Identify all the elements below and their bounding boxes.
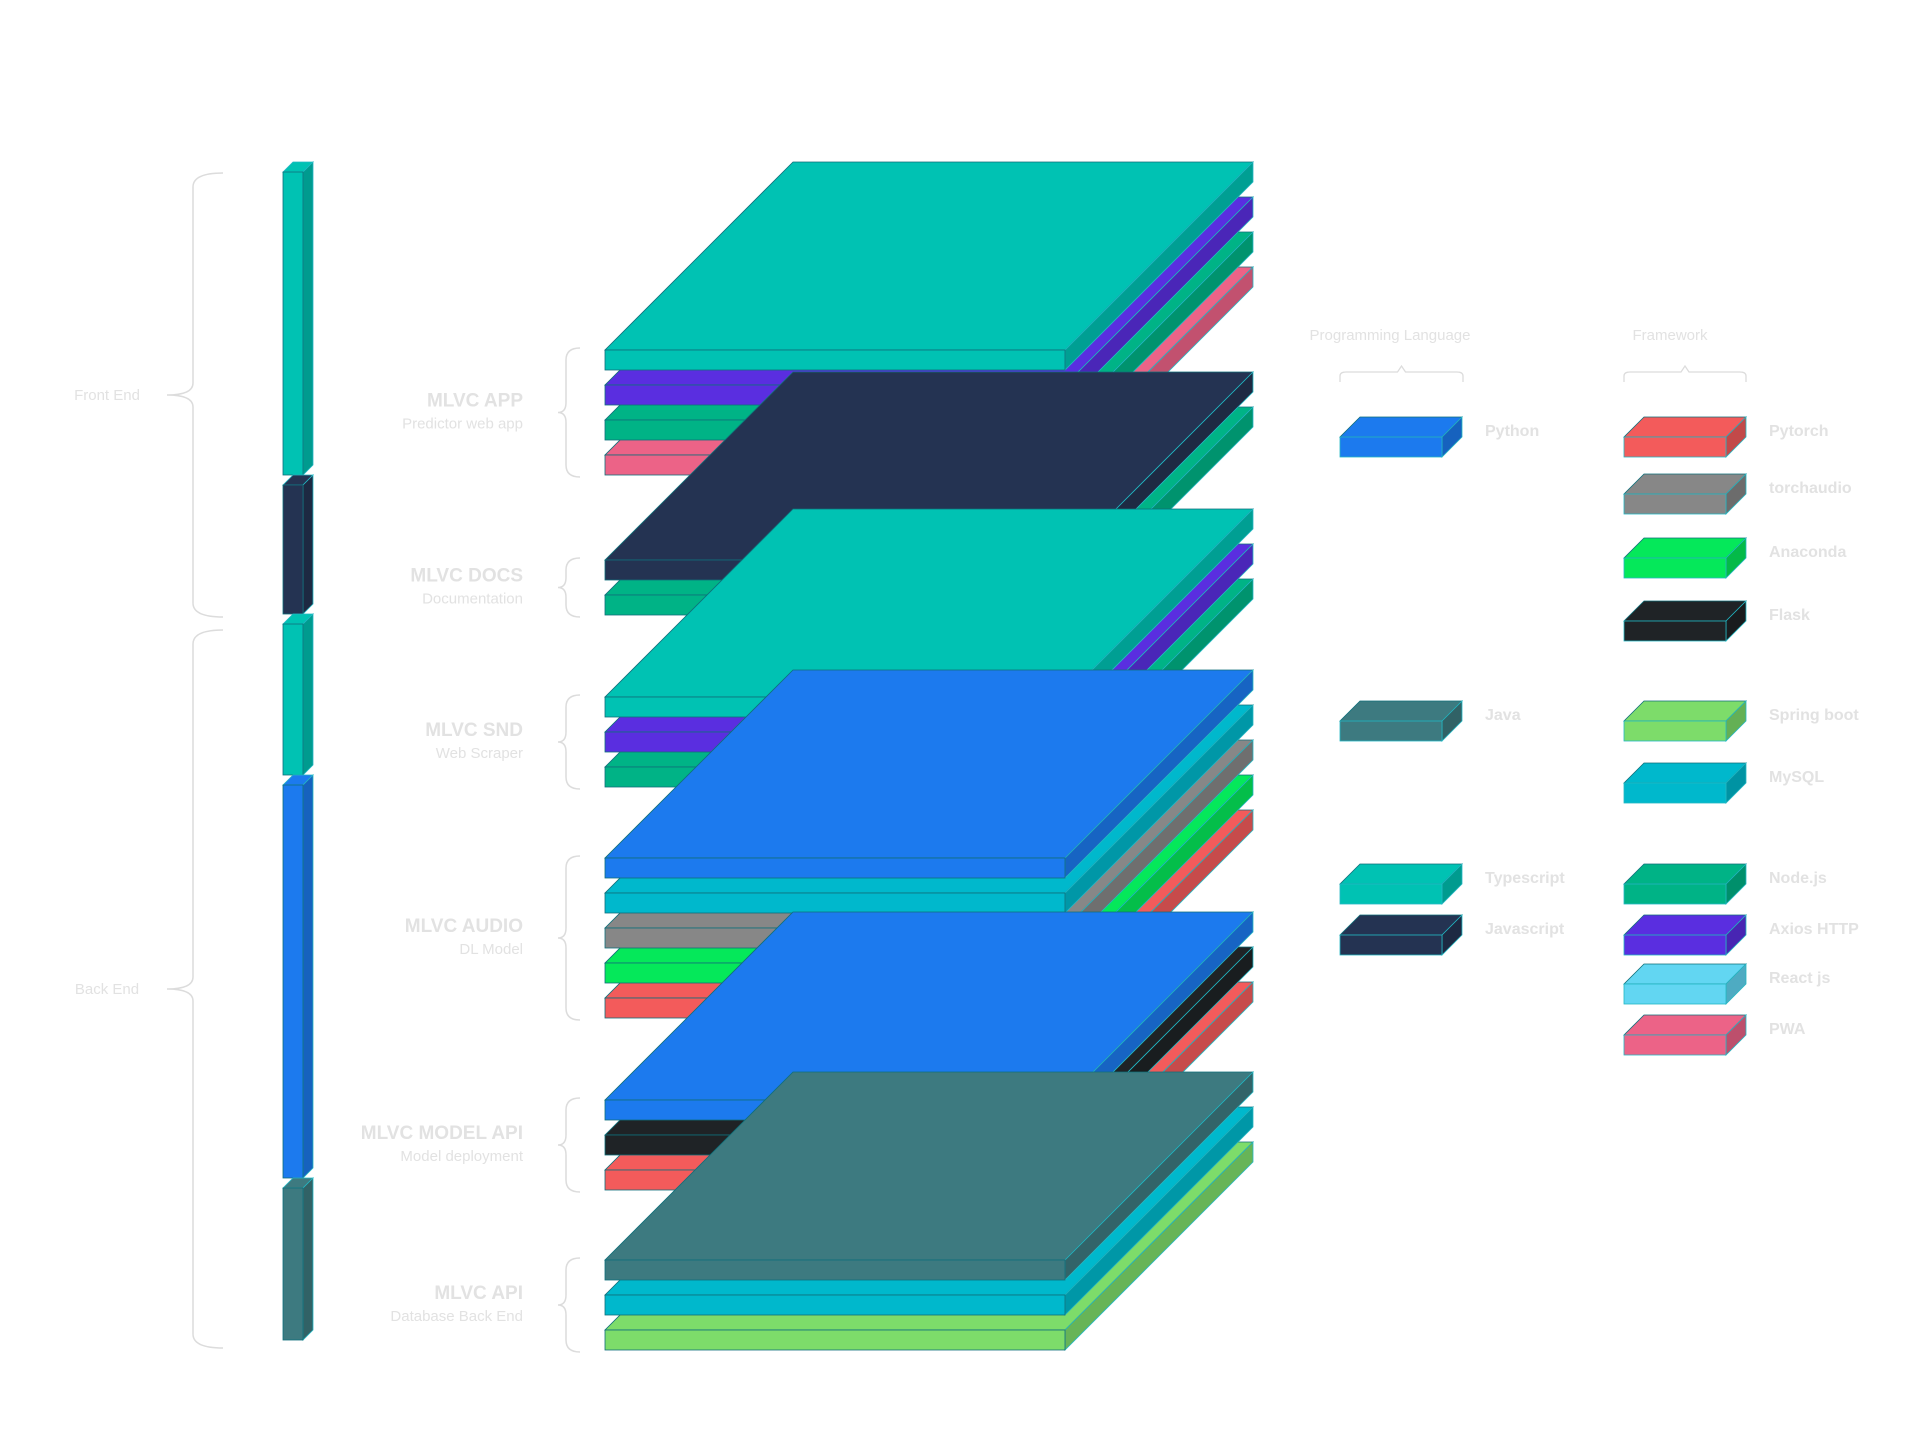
section-subtitle: Database Back End [390, 1308, 523, 1325]
section-bracket [557, 694, 581, 790]
layer-front [604, 892, 1066, 914]
section-mlvc-api: MLVC API Database Back End [390, 1071, 1254, 1353]
bar-side [302, 1177, 314, 1341]
legend-framework-label: React js [1769, 970, 1830, 987]
language-bar-segment-teal [282, 161, 314, 476]
group-label: Back End [75, 981, 139, 998]
language-bar-segment-navy [282, 474, 314, 615]
legend-framework-label: Pytorch [1769, 423, 1829, 440]
group-label: Front End [74, 387, 140, 404]
group-bracket [166, 629, 224, 1349]
section-subtitle: Web Scraper [436, 745, 523, 762]
layer-front [604, 857, 1066, 879]
bar-front [282, 784, 304, 1179]
legend-language-swatch-navy [1339, 914, 1463, 956]
legend-framework-label: Flask [1769, 607, 1810, 624]
section-bracket [557, 1257, 581, 1353]
legend-frameworks-title: Framework [1632, 327, 1708, 344]
legend-language-label: Python [1485, 423, 1539, 440]
legend-language-label: Java [1485, 707, 1521, 724]
language-bar-segment-teal [282, 613, 314, 776]
section-bracket [557, 557, 581, 618]
bar-front [282, 171, 304, 476]
legend-framework-label: torchaudio [1769, 480, 1852, 497]
section-title: MLVC DOCS [410, 566, 523, 587]
layer-front [604, 1329, 1066, 1351]
bar-front [282, 484, 304, 615]
section-subtitle: Predictor web app [402, 416, 523, 433]
section-title: MLVC APP [427, 391, 523, 412]
legend-language-swatch-blue [1339, 416, 1463, 458]
bar-side [302, 474, 314, 615]
legend-framework-label: MySQL [1769, 769, 1824, 786]
layer-slate [604, 1071, 1254, 1281]
legend-framework-swatch-sky [1623, 963, 1747, 1005]
legend-framework-swatch-pink [1623, 1014, 1747, 1056]
section-title: MLVC AUDIO [405, 916, 523, 937]
legend-framework-label: PWA [1769, 1021, 1806, 1038]
layer-front [604, 1294, 1066, 1316]
legend-language-swatch-teal [1339, 863, 1463, 905]
legend-language-swatch-slate [1339, 700, 1463, 742]
group-brackets: Front End Back End [74, 172, 224, 1349]
group-bracket [166, 172, 224, 618]
section-subtitle: Documentation [422, 591, 523, 608]
legend-framework-label: Axios HTTP [1769, 921, 1859, 938]
section-subtitle: Model deployment [400, 1148, 523, 1165]
legend-framework-label: Anaconda [1769, 544, 1846, 561]
section-title: MLVC MODEL API [361, 1123, 523, 1144]
legend-framework-swatch-gray [1623, 473, 1747, 515]
language-bar-segment-blue [282, 774, 314, 1179]
layer-blue [604, 669, 1254, 879]
bar-side [302, 774, 314, 1179]
legend-framework-swatch-lime [1623, 537, 1747, 579]
legend-framework-swatch-cyan [1623, 762, 1747, 804]
layer-front [604, 349, 1066, 371]
bar-front [282, 1187, 304, 1341]
group-back-end: Back End [75, 629, 224, 1349]
legend-language-label: Javascript [1485, 921, 1565, 938]
legend-languages-title: Programming Language [1310, 327, 1471, 344]
legend-framework-swatch-purple [1623, 914, 1747, 956]
layer-teal [604, 161, 1254, 371]
bar-side [302, 161, 314, 476]
legend-framework-swatch-red [1623, 416, 1747, 458]
layer-front [604, 1259, 1066, 1281]
group-front-end: Front End [74, 172, 224, 618]
legend-framework-label: Spring boot [1769, 707, 1859, 724]
layer-stack: MLVC APP Predictor web app MLVC DOCS Docume… [361, 161, 1254, 1353]
legend-framework-swatch-black [1623, 600, 1747, 642]
section-bracket [557, 855, 581, 1021]
bar-front [282, 623, 304, 776]
section-bracket [557, 347, 581, 478]
section-subtitle: DL Model [459, 941, 523, 958]
legend-frameworks-bracket [1623, 364, 1747, 382]
language-bar [282, 161, 314, 1341]
bar-side [302, 613, 314, 776]
legend-framework-swatch-green [1623, 863, 1747, 905]
legend: Programming Language Framework Python Jav… [1310, 327, 1859, 1056]
legend-framework-label: Node.js [1769, 870, 1827, 887]
legend-framework-swatch-lightgreen [1623, 700, 1747, 742]
section-title: MLVC SND [425, 720, 523, 741]
legend-languages-bracket [1339, 364, 1464, 382]
language-bar-segment-slate [282, 1177, 314, 1341]
legend-language-label: Typescript [1485, 870, 1565, 887]
section-bracket [557, 1097, 581, 1193]
section-title: MLVC API [434, 1283, 523, 1304]
